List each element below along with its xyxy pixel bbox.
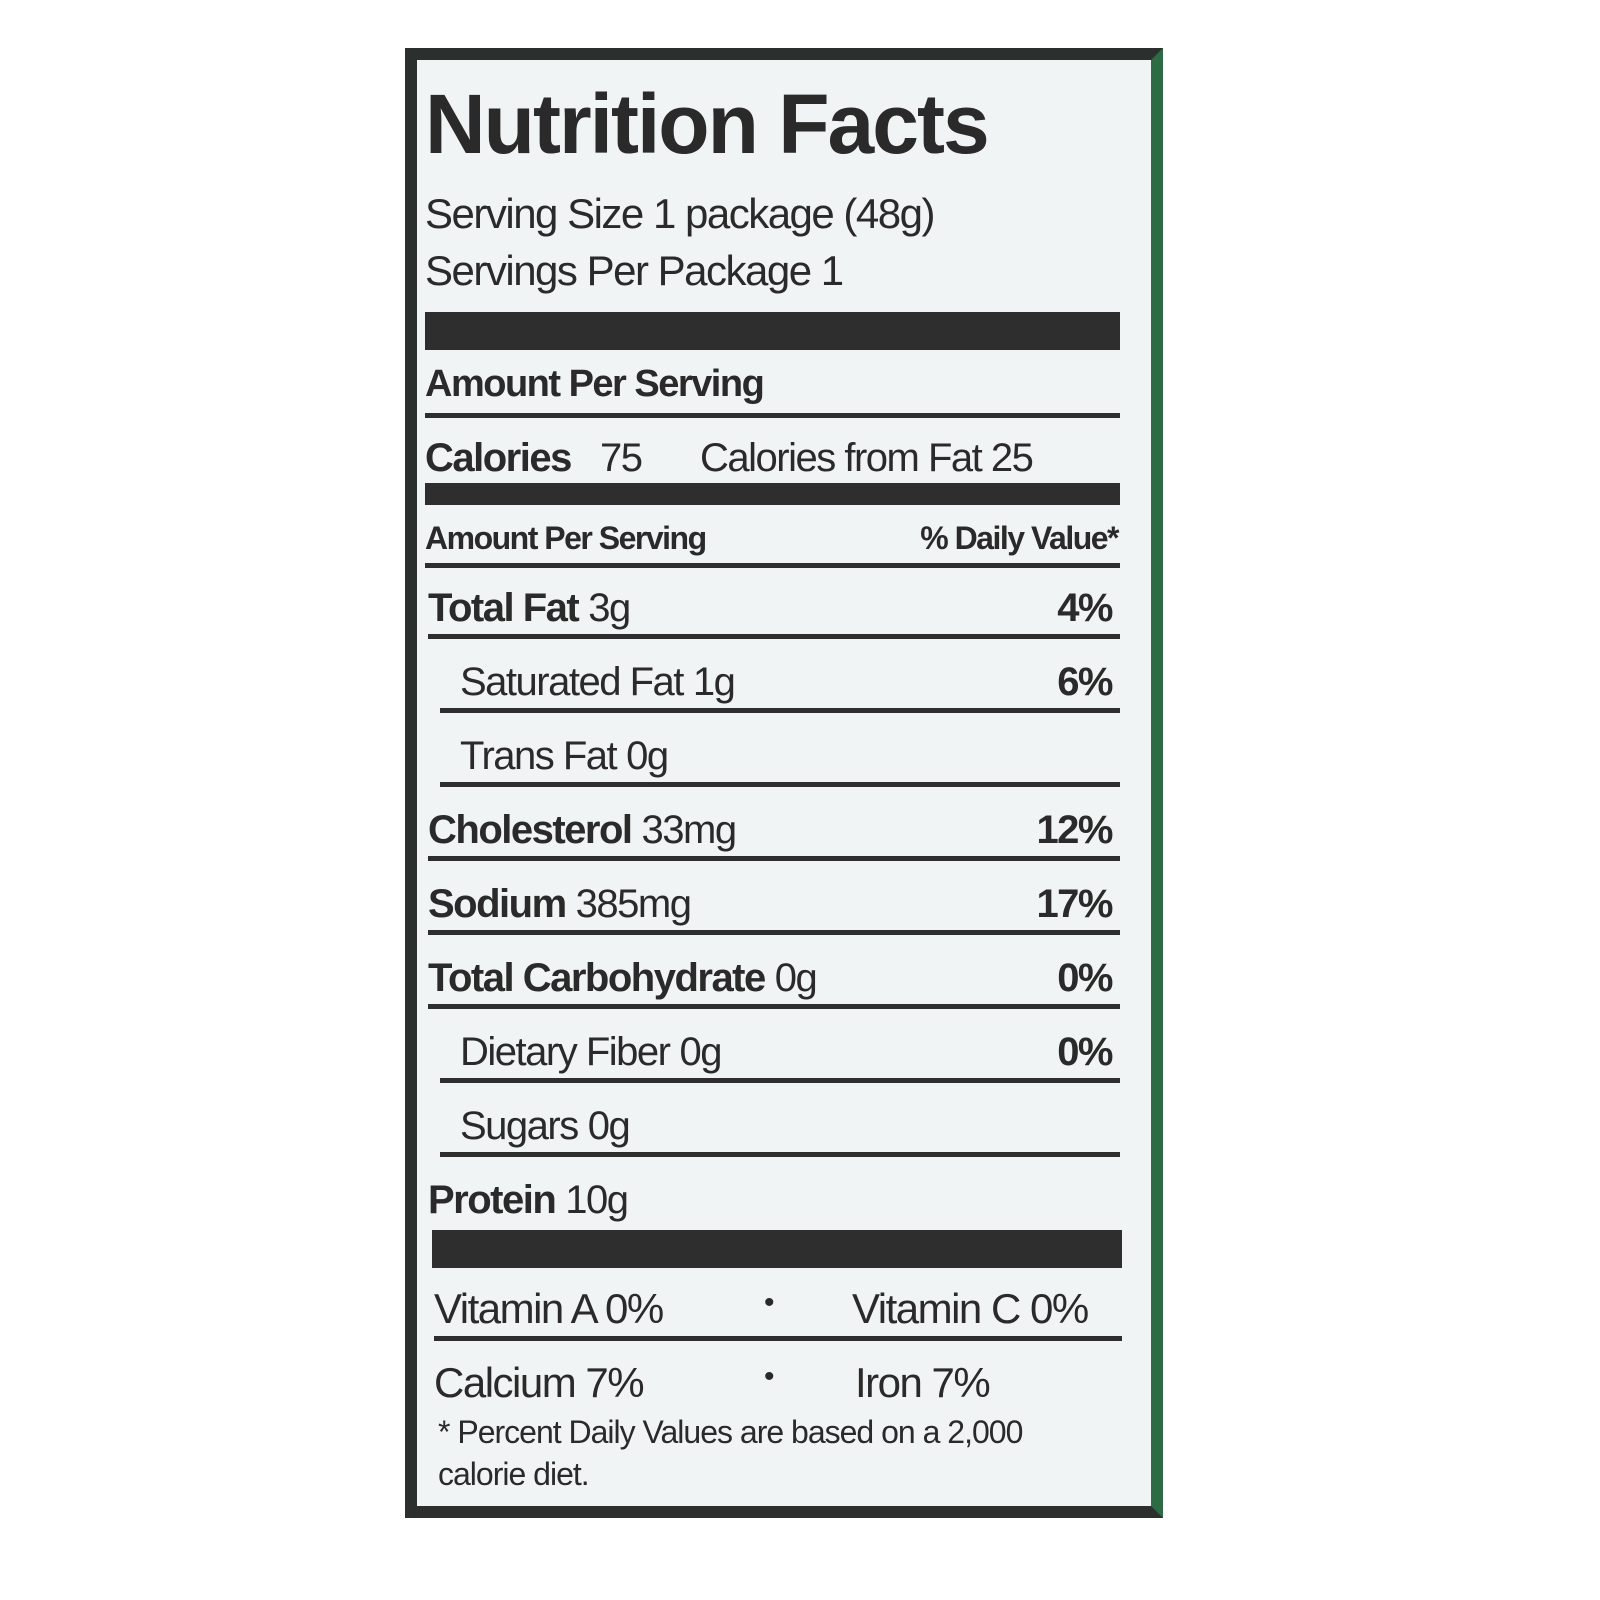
rule: [428, 1004, 1120, 1009]
amount-header: Amount Per Serving: [425, 363, 765, 405]
footnote: * Percent Daily Values are based on a 2,…: [438, 1414, 1023, 1492]
nutrient-name: Saturated Fat: [460, 660, 684, 704]
daily-value: 4%: [1057, 586, 1113, 630]
rule: [428, 856, 1120, 861]
nutrient-row: Saturated Fat 1g: [460, 660, 736, 704]
calories-from-fat: Calories from Fat 25: [700, 436, 1034, 480]
rule: [432, 1230, 1122, 1268]
nutrient-name: Sugars: [460, 1104, 579, 1148]
nutrient-name: Total Fat: [428, 586, 580, 630]
nutrient-row: Protein 10g: [428, 1178, 629, 1222]
vitamin: Calcium 7%: [434, 1359, 645, 1406]
nutrient-name: Sodium: [428, 882, 567, 926]
vitamin: Iron 7%: [855, 1359, 991, 1406]
daily-value: 0%: [1057, 1030, 1113, 1074]
nutrient-name: Protein: [428, 1178, 557, 1222]
nutrient-amount: 33mg: [641, 808, 738, 852]
nutrient-amount: 3g: [588, 586, 631, 630]
nutrient-row: Sugars 0g: [460, 1104, 631, 1148]
nutrient-row: Total Fat 3g: [428, 586, 631, 630]
daily-value: 12%: [1036, 808, 1113, 852]
rule: [440, 1078, 1120, 1083]
nutrient-row: Total Carbohydrate 0g: [428, 956, 818, 1000]
rule: [434, 1336, 1122, 1341]
vitamin: Vitamin A 0%: [434, 1285, 664, 1332]
title: Nutrition Facts: [425, 77, 990, 171]
nutrient-amount: 1g: [692, 660, 736, 704]
daily-value: 17%: [1036, 882, 1113, 926]
rule: [425, 312, 1120, 350]
daily-value: 6%: [1057, 660, 1113, 704]
nutrient-amount: 10g: [565, 1178, 629, 1222]
rule: [428, 634, 1120, 639]
nutrient-name: Total Carbohydrate: [428, 956, 766, 1000]
nutrient-name: Trans Fat: [460, 734, 618, 778]
nutrient-amount: 0g: [626, 734, 669, 778]
nutrient-amount: 0g: [774, 956, 818, 1000]
rule: [440, 1152, 1120, 1157]
nutrient-row: Trans Fat 0g: [460, 734, 669, 778]
nutrient-amount: 385mg: [575, 882, 692, 926]
rule: [425, 413, 1120, 418]
nutrient-name: Cholesterol: [428, 808, 633, 852]
serving-size: Serving Size 1 package (48g): [425, 190, 935, 237]
dv-header-left: Amount Per Serving: [425, 520, 707, 556]
rule: [425, 483, 1120, 505]
rule: [440, 708, 1120, 713]
nutrient-row: Cholesterol 33mg: [428, 808, 738, 852]
rule: [425, 563, 1120, 568]
nutrient-row: Sodium 385mg: [428, 882, 692, 926]
calories-label: Calories: [425, 436, 572, 480]
nutrient-name: Dietary Fiber: [460, 1030, 671, 1074]
dv-header-right: % Daily Value*: [920, 520, 1119, 556]
nutrient-amount: 0g: [587, 1104, 631, 1148]
nutrient-row: Dietary Fiber 0g: [460, 1030, 722, 1074]
rule: [440, 782, 1120, 787]
nutrient-amount: 0g: [679, 1030, 722, 1074]
daily-value: 0%: [1057, 956, 1113, 1000]
vitamin: Vitamin C 0%: [852, 1285, 1089, 1332]
calories-value: 75: [600, 436, 643, 480]
servings-per-package: Servings Per Package 1: [425, 247, 844, 294]
rule: [428, 930, 1120, 935]
